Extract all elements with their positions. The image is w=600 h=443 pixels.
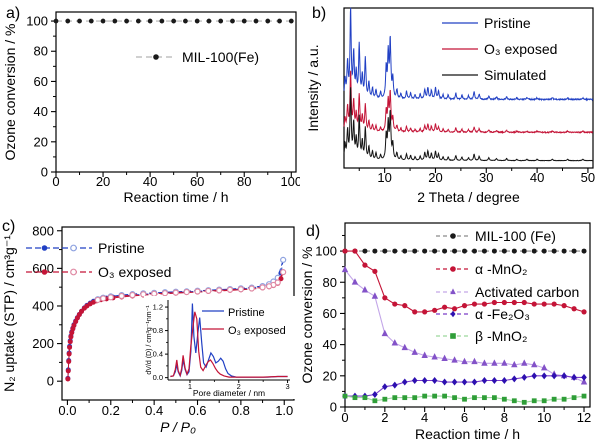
svg-text:40: 40	[323, 337, 337, 352]
svg-text:Pristine: Pristine	[484, 15, 531, 31]
svg-text:Ozone conversion / %: Ozone conversion / %	[300, 247, 315, 384]
svg-text:α -Fe₂O₃: α -Fe₂O₃	[475, 306, 530, 322]
svg-text:2: 2	[237, 382, 241, 391]
svg-text:MIL-100(Fe): MIL-100(Fe)	[182, 49, 259, 65]
svg-text:60: 60	[323, 306, 337, 321]
svg-text:80: 80	[323, 275, 337, 290]
panel-a-chart: 0 20 40 60 80 100 0 20 40 60 80 100 Reaction time / …	[2, 11, 300, 205]
svg-text:3: 3	[285, 382, 289, 391]
svg-text:40: 40	[143, 174, 157, 189]
svg-text:Activated carbon: Activated carbon	[475, 284, 579, 300]
svg-text:P / P₀: P / P₀	[160, 419, 196, 435]
svg-text:0: 0	[330, 400, 337, 415]
svg-text:0: 0	[341, 410, 348, 425]
svg-text:O₃ exposed: O₃ exposed	[228, 325, 286, 337]
svg-text:40: 40	[530, 170, 544, 185]
svg-text:0.0: 0.0	[153, 373, 163, 382]
svg-text:800: 800	[32, 223, 54, 238]
svg-text:60: 60	[34, 74, 48, 89]
svg-text:80: 80	[237, 174, 251, 189]
svg-text:0.8: 0.8	[153, 326, 163, 335]
svg-text:Ozone conversion / %: Ozone conversion / %	[2, 24, 18, 161]
svg-text:β -MnO₂: β -MnO₂	[475, 328, 527, 344]
svg-text:Reaction time / h: Reaction time / h	[415, 426, 520, 442]
svg-text:0.2: 0.2	[102, 403, 120, 418]
panel-d-label: d)	[306, 223, 321, 240]
svg-text:30: 30	[479, 170, 493, 185]
panel-b-label: b)	[312, 5, 327, 22]
svg-text:10: 10	[377, 170, 391, 185]
panel-b-chart: 10 20 30 40 50 2 Theta / degree Intensity / a.…	[305, 7, 595, 205]
svg-text:10: 10	[537, 410, 551, 425]
svg-text:20: 20	[34, 134, 48, 149]
svg-text:80: 80	[34, 44, 48, 59]
svg-text:O₃ exposed: O₃ exposed	[98, 264, 171, 280]
svg-text:N₂ uptake (STP) / cm³g⁻¹: N₂ uptake (STP) / cm³g⁻¹	[1, 235, 17, 392]
svg-text:0.4: 0.4	[153, 350, 163, 359]
svg-text:Pristine: Pristine	[98, 240, 145, 256]
svg-text:1: 1	[188, 382, 192, 391]
svg-text:0.0: 0.0	[58, 403, 76, 418]
svg-text:12: 12	[577, 410, 591, 425]
svg-text:1.2: 1.2	[153, 303, 163, 312]
svg-text:20: 20	[428, 170, 442, 185]
svg-text:α -MnO₂: α -MnO₂	[475, 261, 527, 277]
svg-text:100: 100	[315, 244, 337, 259]
svg-text:60: 60	[190, 174, 204, 189]
svg-text:0: 0	[47, 374, 54, 389]
svg-text:100: 100	[280, 174, 300, 189]
svg-text:20: 20	[96, 174, 110, 189]
svg-text:0.6: 0.6	[188, 403, 206, 418]
svg-text:Pore diameter / nm: Pore diameter / nm	[193, 388, 265, 398]
panel-d-chart: 0 2 4 6 8 10 12 0 20 40 60 80 100 Reaction time / h Oz…	[300, 222, 591, 442]
svg-text:0.4: 0.4	[145, 403, 163, 418]
svg-text:200: 200	[32, 336, 54, 351]
svg-text:40: 40	[34, 104, 48, 119]
svg-text:0.8: 0.8	[232, 403, 250, 418]
svg-text:2: 2	[381, 410, 388, 425]
svg-text:Pristine: Pristine	[228, 307, 265, 319]
svg-text:Intensity / a.u.: Intensity / a.u.	[305, 44, 321, 131]
svg-text:0: 0	[52, 174, 59, 189]
panel-c-label: c)	[2, 218, 16, 235]
svg-text:0: 0	[41, 165, 48, 180]
svg-text:20: 20	[323, 368, 337, 383]
svg-text:Reaction time / h: Reaction time / h	[123, 189, 228, 205]
panel-a-label: a)	[6, 5, 21, 22]
svg-text:6: 6	[461, 410, 468, 425]
svg-text:Simulated: Simulated	[484, 67, 546, 83]
svg-text:1.0: 1.0	[275, 403, 293, 418]
svg-text:dV/d (D) / cm³g⁻¹nm⁻¹: dV/d (D) / cm³g⁻¹nm⁻¹	[146, 305, 153, 375]
svg-text:100: 100	[26, 14, 48, 29]
svg-text:50: 50	[581, 170, 595, 185]
svg-text:O₃ exposed: O₃ exposed	[484, 41, 557, 57]
svg-text:2 Theta / degree: 2 Theta / degree	[417, 189, 520, 205]
svg-text:400: 400	[32, 298, 54, 313]
svg-text:4: 4	[421, 410, 428, 425]
svg-text:MIL-100 (Fe): MIL-100 (Fe)	[475, 228, 556, 244]
svg-text:8: 8	[501, 410, 508, 425]
